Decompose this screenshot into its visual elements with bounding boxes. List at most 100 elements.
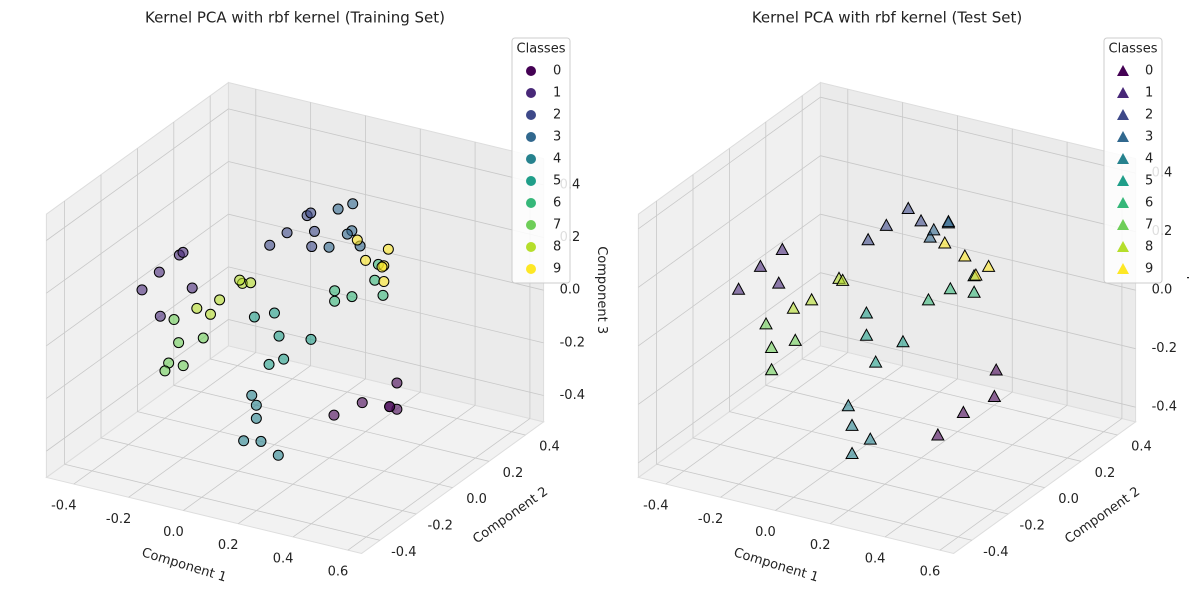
point	[154, 310, 166, 322]
point	[341, 228, 353, 240]
z-axis-label: Component 3	[1186, 246, 1189, 334]
point	[308, 225, 320, 237]
point	[382, 243, 394, 255]
point	[914, 213, 928, 227]
point	[391, 377, 403, 389]
point	[346, 291, 358, 303]
x-tick-label: 0.2	[218, 538, 239, 553]
point	[250, 412, 262, 424]
x-tick-label: -0.2	[106, 512, 131, 527]
point	[305, 207, 317, 219]
legend-marker	[526, 132, 536, 142]
legend-marker	[526, 264, 536, 274]
y-tick-label: -0.4	[983, 545, 1008, 560]
point	[159, 365, 171, 377]
legend-marker	[1117, 109, 1129, 120]
point	[956, 405, 971, 418]
legend-marker	[526, 66, 536, 76]
point	[264, 239, 276, 251]
grid-line	[46, 213, 229, 347]
point	[896, 334, 910, 348]
y-tick-label: -0.2	[1020, 518, 1045, 533]
point	[958, 248, 972, 262]
y-tick-label: -0.4	[391, 545, 416, 560]
legend-marker	[1117, 175, 1129, 186]
legend-label: 3	[1145, 130, 1153, 145]
point	[191, 302, 203, 314]
point	[378, 276, 390, 288]
point	[967, 285, 981, 298]
x-tick-label: 0.6	[920, 565, 941, 580]
point	[989, 363, 1004, 376]
grid-line	[820, 155, 1136, 233]
point	[377, 289, 389, 301]
grid-line	[802, 358, 1118, 436]
z-axis-label: Component 3	[594, 246, 609, 334]
legend-label: 4	[553, 152, 561, 167]
chart-title: Kernel PCA with rbf kernel (Test Set)	[752, 9, 1022, 27]
legend-title: Classes	[1109, 42, 1158, 57]
legend-label: 5	[553, 174, 561, 189]
point	[329, 295, 341, 307]
grid-line	[638, 272, 821, 405]
point	[868, 355, 883, 368]
point	[771, 276, 786, 289]
point	[214, 294, 226, 306]
point	[168, 314, 180, 326]
point	[764, 362, 779, 376]
point	[248, 311, 260, 323]
grid-line	[228, 266, 544, 344]
point	[845, 418, 859, 431]
point	[329, 285, 341, 297]
grid-line	[820, 213, 1136, 291]
point	[921, 292, 936, 306]
point	[234, 274, 246, 286]
legend-marker	[1117, 241, 1129, 252]
point	[369, 274, 381, 286]
legend-marker	[526, 110, 536, 120]
y-tick-label: 0.4	[539, 439, 560, 454]
point	[731, 282, 746, 295]
legend-marker	[1117, 131, 1129, 142]
point	[923, 230, 938, 243]
chart-title: Kernel PCA with rbf kernel (Training Set…	[145, 9, 445, 27]
x-tick-label: 0.0	[163, 525, 184, 540]
grid-line	[638, 155, 821, 288]
legend: Classes 0 1 2 3 4 5 6 7 8 9	[511, 37, 571, 284]
y-tick-label: 0.0	[466, 492, 487, 507]
legend-label: 8	[553, 240, 561, 255]
point	[360, 254, 372, 266]
point	[859, 305, 874, 319]
z-tick-label: -0.2	[560, 335, 585, 350]
point	[351, 234, 363, 246]
point	[272, 449, 284, 461]
x-tick-label: -0.4	[51, 499, 76, 514]
point	[753, 259, 768, 272]
point	[328, 409, 340, 421]
point	[186, 282, 198, 294]
grid-line	[729, 411, 1045, 489]
point	[981, 259, 996, 272]
legend-marker	[526, 176, 536, 186]
legend-label: 0	[553, 64, 561, 79]
point	[384, 401, 396, 413]
z-tick-label: 0.0	[560, 283, 581, 298]
grid-line	[46, 266, 229, 399]
legend-label: 0	[1145, 64, 1153, 79]
x-tick-label: -0.2	[698, 512, 723, 527]
grid-line	[64, 463, 380, 541]
point	[859, 328, 874, 341]
point	[250, 399, 262, 411]
grid-line	[820, 272, 1136, 350]
legend-label: 7	[1145, 218, 1153, 233]
legend-marker	[1117, 87, 1129, 98]
point	[255, 435, 267, 447]
point	[281, 227, 293, 239]
point	[863, 432, 878, 445]
legend-label: 6	[1145, 196, 1153, 211]
grid-line	[228, 108, 544, 186]
legend-box	[1103, 37, 1163, 284]
point	[931, 427, 945, 441]
grid-line	[210, 358, 526, 436]
